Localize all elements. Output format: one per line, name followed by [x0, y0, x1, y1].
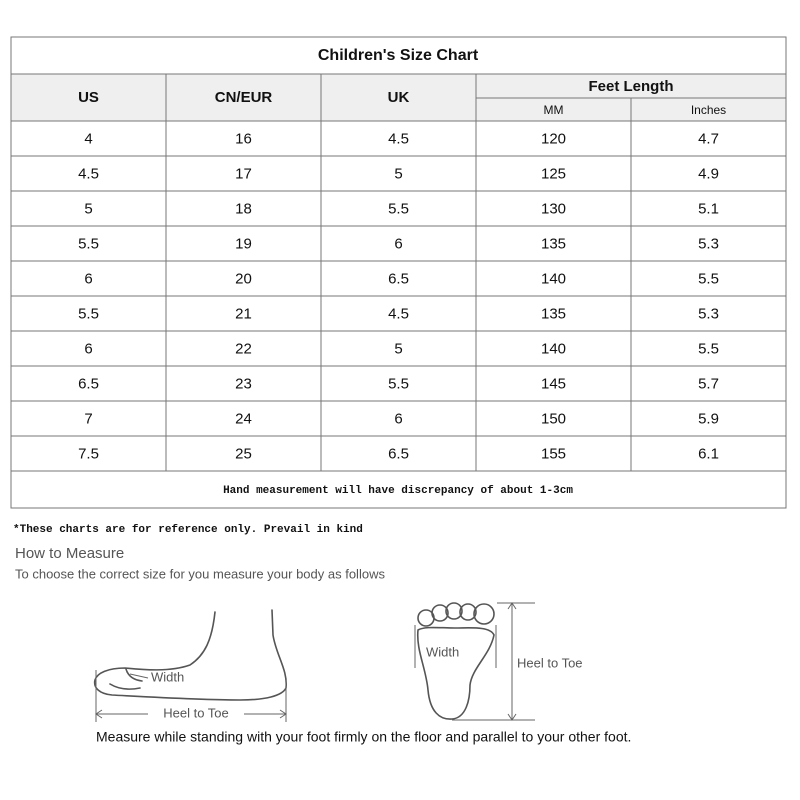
- table-note: Hand measurement will have discrepancy o…: [223, 485, 573, 497]
- measure-instruction: Measure while standing with your foot fi…: [96, 729, 631, 745]
- table-cell: 5.5: [388, 375, 409, 392]
- column-header: CN/EUR: [215, 89, 273, 106]
- table-cell: 4.9: [698, 165, 719, 182]
- table-cell: 24: [235, 410, 252, 427]
- table-cell: 125: [541, 165, 566, 182]
- group-header: Feet Length: [589, 78, 674, 95]
- table-cell: 4: [84, 130, 92, 147]
- table-cell: 25: [235, 445, 252, 462]
- measure-title: How to Measure: [15, 545, 124, 562]
- table-cell: 6.5: [388, 270, 409, 287]
- table-cell: 4.5: [78, 165, 99, 182]
- table-cell: 5: [394, 165, 402, 182]
- table-cell: 21: [235, 305, 252, 322]
- top-width-label: Width: [426, 644, 459, 659]
- table-cell: 6: [394, 235, 402, 252]
- table-border: [10, 36, 787, 509]
- sub-header: MM: [544, 103, 564, 117]
- table-cell: 6: [84, 340, 92, 357]
- table-cell: 6: [394, 410, 402, 427]
- table-cell: 5.7: [698, 375, 719, 392]
- table-cell: 5.3: [698, 235, 719, 252]
- table-cell: 5: [84, 200, 92, 217]
- table-cell: 6: [84, 270, 92, 287]
- table-cell: 135: [541, 235, 566, 252]
- table-cell: 145: [541, 375, 566, 392]
- table-cell: 5.5: [388, 200, 409, 217]
- sub-header: Inches: [691, 103, 726, 117]
- table-title: Children's Size Chart: [318, 47, 479, 64]
- table-cell: 130: [541, 200, 566, 217]
- table-cell: 5.5: [78, 235, 99, 252]
- table-cell: 150: [541, 410, 566, 427]
- table-cell: 5.5: [78, 305, 99, 322]
- table-cell: 7.5: [78, 445, 99, 462]
- table-cell: 5.3: [698, 305, 719, 322]
- table-cell: 16: [235, 130, 252, 147]
- table-cell: 19: [235, 235, 252, 252]
- table-cell: 20: [235, 270, 252, 287]
- table-cell: 155: [541, 445, 566, 462]
- table-cell: 5.5: [698, 270, 719, 287]
- table-cell: 5: [394, 340, 402, 357]
- side-foot-drawing: [93, 609, 287, 722]
- table-cell: 18: [235, 200, 252, 217]
- table-cell: 5.9: [698, 410, 719, 427]
- table-cell: 22: [235, 340, 252, 357]
- top-length-label: Heel to Toe: [517, 655, 583, 670]
- table-cell: 6.5: [78, 375, 99, 392]
- top-foot-drawing: [414, 602, 535, 721]
- table-cell: 23: [235, 375, 252, 392]
- table-cell: 17: [235, 165, 252, 182]
- table-cell: 7: [84, 410, 92, 427]
- footnote: *These charts are for reference only. Pr…: [13, 524, 363, 536]
- table-cell: 135: [541, 305, 566, 322]
- table-cell: 140: [541, 340, 566, 357]
- table-cell: 140: [541, 270, 566, 287]
- table-cell: 6.5: [388, 445, 409, 462]
- side-length-label: Heel to Toe: [163, 705, 229, 720]
- column-header: UK: [388, 89, 410, 106]
- side-width-label: Width: [151, 669, 184, 684]
- table-cell: 5.1: [698, 200, 719, 217]
- measure-subtitle: To choose the correct size for you measu…: [15, 566, 385, 581]
- table-cell: 120: [541, 130, 566, 147]
- table-cell: 4.5: [388, 130, 409, 147]
- table-cell: 6.1: [698, 445, 719, 462]
- table-cell: 4.5: [388, 305, 409, 322]
- table-cell: 5.5: [698, 340, 719, 357]
- column-header: US: [78, 89, 99, 106]
- table-cell: 4.7: [698, 130, 719, 147]
